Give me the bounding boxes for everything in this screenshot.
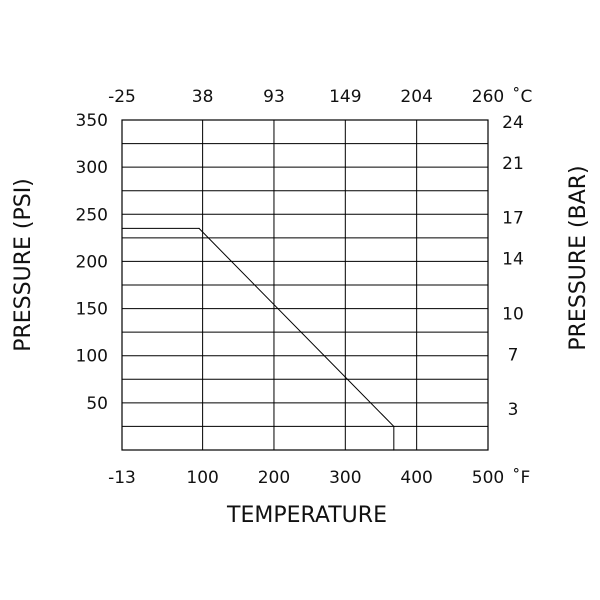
x-tick-label: 500 (472, 468, 504, 488)
x-axis-title: TEMPERATURE (226, 503, 387, 528)
y2-tick-label: 21 (502, 154, 524, 174)
y-axis-title: PRESSURE (PSI) (11, 178, 36, 352)
y2-tick-label: 17 (502, 209, 524, 229)
y-tick-label: 300 (76, 158, 108, 178)
data-point (393, 449, 395, 451)
x-tick-label: 400 (400, 468, 432, 488)
data-point (393, 425, 395, 428)
y2-tick-label: 14 (502, 250, 524, 270)
x-unit-fahrenheit: ˚F (512, 467, 530, 488)
data-point (198, 227, 200, 230)
y-tick-label: 150 (76, 300, 108, 320)
x-axis-fahrenheit: -13 100 200 300 400 500 (108, 468, 504, 488)
x2-tick-label: -25 (108, 87, 136, 107)
x-tick-label: -13 (108, 468, 136, 488)
x-tick-label: 100 (186, 468, 218, 488)
x-axis-celsius: -25 38 93 149 204 260 (108, 87, 504, 107)
y-tick-label: 100 (76, 347, 108, 367)
x2-tick-label: 204 (400, 87, 432, 107)
x-tick-label: 300 (329, 468, 361, 488)
x2-tick-label: 93 (263, 87, 285, 107)
y-axis-bar: 3 7 10 14 17 21 24 (502, 113, 524, 420)
x-tick-label: 200 (258, 468, 290, 488)
y2-tick-label: 24 (502, 113, 524, 133)
y2-tick-label: 7 (508, 345, 519, 365)
y2-axis-title: PRESSURE (BAR) (566, 165, 591, 350)
y2-tick-label: 3 (508, 400, 519, 420)
series-layer (121, 227, 395, 451)
data-point (121, 227, 123, 230)
y-tick-label: 250 (76, 205, 108, 225)
y2-tick-label: 10 (502, 304, 524, 324)
x2-tick-label: 38 (192, 87, 214, 107)
pressure-rating-line (122, 227, 395, 450)
x2-tick-label: 149 (329, 87, 361, 107)
y-tick-label: 350 (76, 111, 108, 131)
y-tick-label: 200 (76, 252, 108, 272)
plot-frame (121, 119, 489, 451)
y-tick-label: 50 (86, 394, 108, 414)
grid (122, 120, 488, 450)
x2-unit-celsius: ˚C (512, 86, 532, 107)
y-axis-psi: 50 100 150 200 250 300 350 (76, 111, 108, 414)
x2-tick-label: 260 (472, 87, 504, 107)
